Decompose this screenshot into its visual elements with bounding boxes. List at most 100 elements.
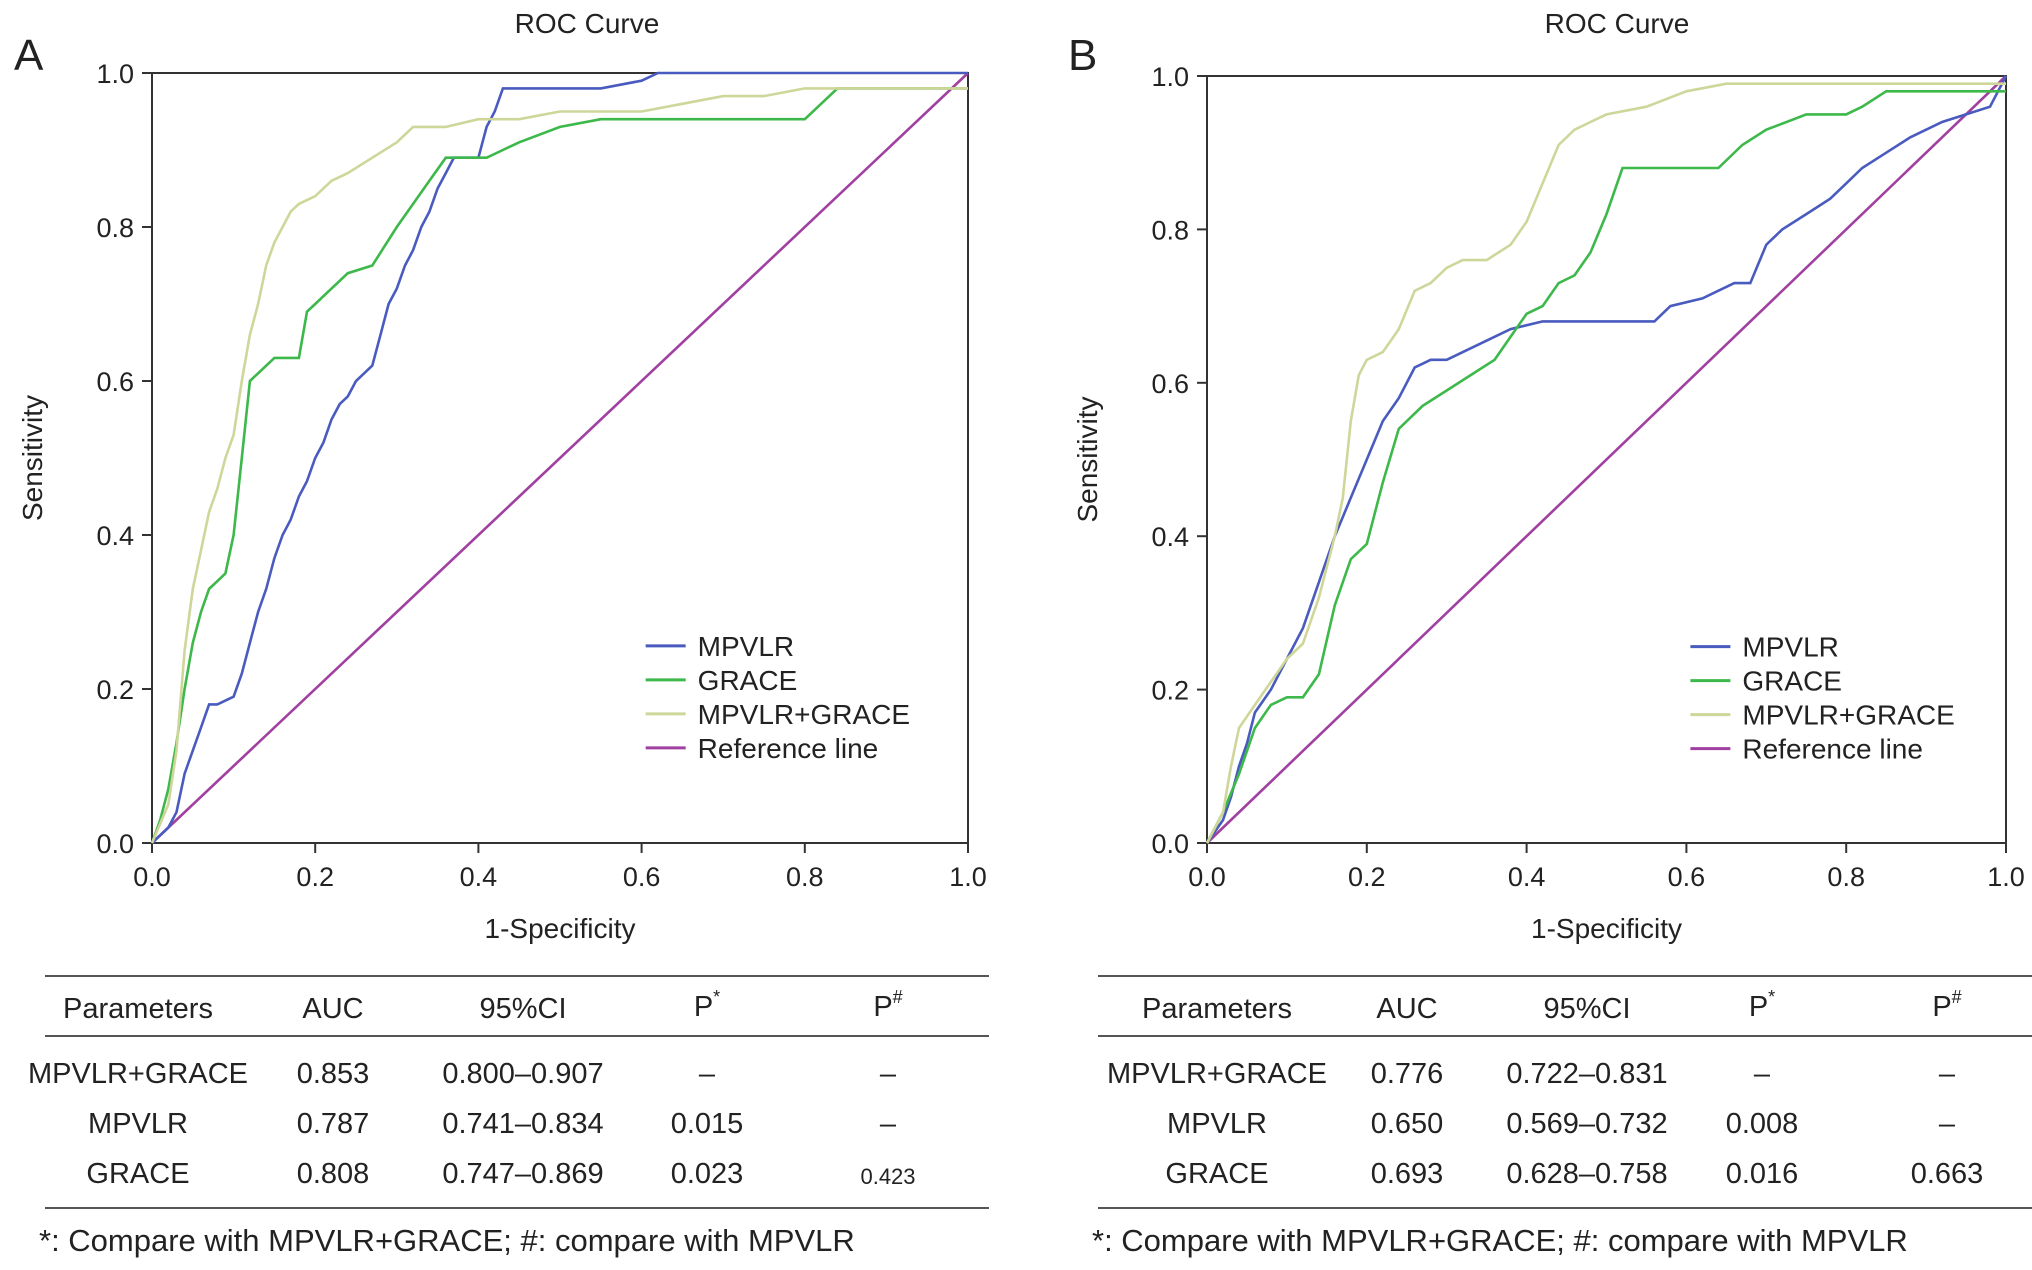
- table-rule-top: [1098, 975, 2032, 977]
- row2-param: MPVLR: [1167, 1108, 1267, 1140]
- row3-ci: 0.747–0.869: [442, 1158, 604, 1190]
- y-tick-label: 0.6: [1151, 369, 1189, 399]
- row1-auc: 0.776: [1370, 1058, 1444, 1090]
- roc-chart-a: A ROC Curve 0.0 0.2 0.4 0.6 0.8 1.0 0.0 0.2 0.4 0.6…: [14, 8, 987, 944]
- table-footnote: *: Compare with MPVLR+GRACE; #: compare …: [1092, 1223, 1908, 1258]
- legend-label: MPVLR+GRACE: [1742, 700, 1954, 731]
- legend-label: MPVLR: [1742, 632, 1838, 663]
- x-axis-label: 1-Specificity: [1531, 913, 1682, 944]
- y-tick-label: 1.0: [1151, 62, 1189, 92]
- row1-param: MPVLR+GRACE: [1107, 1058, 1327, 1090]
- y-tick-label: 0.2: [96, 675, 134, 705]
- x-tick-label: 0.0: [133, 862, 171, 892]
- row2-ci: 0.569–0.732: [1506, 1108, 1668, 1140]
- x-tick-label: 0.4: [1508, 862, 1546, 892]
- row2-param: MPVLR: [88, 1108, 188, 1140]
- x-tick-label: 0.2: [1348, 862, 1386, 892]
- row3-param: GRACE: [86, 1158, 190, 1190]
- row1-ci: 0.800–0.907: [442, 1058, 604, 1090]
- chart-title: ROC Curve: [515, 8, 660, 39]
- header-parameters: Parameters: [1142, 993, 1292, 1025]
- header-auc: AUC: [302, 993, 364, 1025]
- series-line-reference-line: [151, 72, 969, 844]
- legend-label: GRACE: [698, 665, 798, 696]
- table-panel-a: Parameters AUC 95%CI P* P# MPVLR+GRACE 0…: [28, 975, 989, 1258]
- header-p-hash: P#: [1932, 987, 1961, 1024]
- y-tick-label: 0.4: [1151, 522, 1189, 552]
- header-p-star-sup: *: [1768, 987, 1776, 1007]
- legend-label: Reference line: [1742, 734, 1923, 765]
- x-tick-label: 0.8: [1827, 862, 1865, 892]
- header-p-hash-sup: #: [892, 987, 903, 1007]
- x-tick-label: 0.6: [1668, 862, 1706, 892]
- row3-auc: 0.808: [296, 1158, 370, 1190]
- header-auc: AUC: [1376, 993, 1438, 1025]
- row3-p-star: 0.023: [670, 1158, 744, 1190]
- table-rule-mid: [1098, 1035, 2032, 1037]
- row2-auc: 0.650: [1370, 1108, 1444, 1140]
- chart-title: ROC Curve: [1545, 8, 1690, 39]
- y-axis-label: Sensitivity: [17, 395, 48, 521]
- row3-param: GRACE: [1165, 1158, 1269, 1190]
- panel-label: B: [1068, 31, 1097, 80]
- row2-p-star: 0.008: [1725, 1108, 1799, 1140]
- table-rule-top: [45, 975, 989, 977]
- y-tick-label: 0.4: [96, 521, 134, 551]
- header-ci: 95%CI: [1543, 993, 1631, 1025]
- plot-frame: [1206, 75, 2007, 844]
- x-tick-label: 0.8: [786, 862, 824, 892]
- y-tick-label: 0.0: [96, 829, 134, 859]
- header-p-star: P*: [1748, 987, 1775, 1024]
- table-panel-b: Parameters AUC 95%CI P* P# MPVLR+GRACE 0…: [1016, 0, 2032, 1270]
- header-p-star-sup: *: [713, 987, 721, 1007]
- header-ci: 95%CI: [479, 993, 567, 1025]
- y-tick-label: 0.6: [96, 367, 134, 397]
- x-tick-label: 0.4: [460, 862, 498, 892]
- y-tick-label: 0.8: [1151, 215, 1189, 245]
- header-p-star-label: P: [693, 991, 714, 1023]
- x-tick-label: 0.6: [623, 862, 661, 892]
- row3-p-star: 0.016: [1725, 1158, 1799, 1190]
- row3-ci: 0.628–0.758: [1506, 1158, 1668, 1190]
- table-rule-bottom: [45, 1207, 989, 1209]
- series-line-mpvlr: [151, 71, 968, 844]
- header-p-hash-sup: #: [1951, 987, 1962, 1007]
- x-tick-label: 1.0: [949, 862, 987, 892]
- header-p-hash: P#: [873, 987, 902, 1024]
- series-line-reference-line: [1206, 75, 2007, 844]
- y-tick-label: 0.2: [1151, 676, 1189, 706]
- header-p-star: P*: [693, 987, 720, 1024]
- y-tick-label: 0.8: [96, 213, 134, 243]
- roc-chart-b: B ROC Curve 0.0 0.2 0.4 0.6 0.8 1.0 0.0 0.2 0.4 0.6…: [1068, 8, 2025, 944]
- series-line-mpvlr-grace: [1205, 82, 2006, 844]
- row2-p-star: 0.015: [670, 1108, 744, 1140]
- table-rule-bottom: [1098, 1207, 2032, 1209]
- x-tick-label: 1.0: [1987, 862, 2025, 892]
- row2-p-hash: –: [879, 1108, 897, 1140]
- row1-p-hash: –: [1938, 1058, 1956, 1090]
- header-p-hash-label: P: [873, 991, 893, 1023]
- row3-p-hash: 0.663: [1910, 1158, 1984, 1190]
- table-footnote: *: Compare with MPVLR+GRACE; #: compare …: [39, 1223, 855, 1258]
- row2-auc: 0.787: [296, 1108, 370, 1140]
- series-line-mpvlr-grace: [150, 87, 968, 844]
- row1-p-star: –: [698, 1058, 716, 1090]
- row1-param: MPVLR+GRACE: [28, 1058, 248, 1090]
- legend-label: Reference line: [698, 733, 879, 764]
- header-p-hash-label: P: [1932, 991, 1952, 1023]
- x-tick-label: 0.2: [296, 862, 334, 892]
- plot-frame: [151, 72, 969, 844]
- panel-label: A: [14, 31, 44, 80]
- row3-auc: 0.693: [1370, 1158, 1444, 1190]
- header-p-star-label: P: [1748, 991, 1769, 1023]
- x-axis-label: 1-Specificity: [485, 913, 636, 944]
- row1-p-star: –: [1753, 1058, 1771, 1090]
- table-rule-mid: [45, 1035, 989, 1037]
- series-line-grace: [150, 87, 968, 844]
- row1-auc: 0.853: [296, 1058, 370, 1090]
- x-tick-label: 0.0: [1188, 862, 1226, 892]
- row3-p-hash: 0.423: [860, 1164, 916, 1189]
- row1-p-hash: –: [879, 1058, 897, 1090]
- y-tick-label: 0.0: [1151, 829, 1189, 859]
